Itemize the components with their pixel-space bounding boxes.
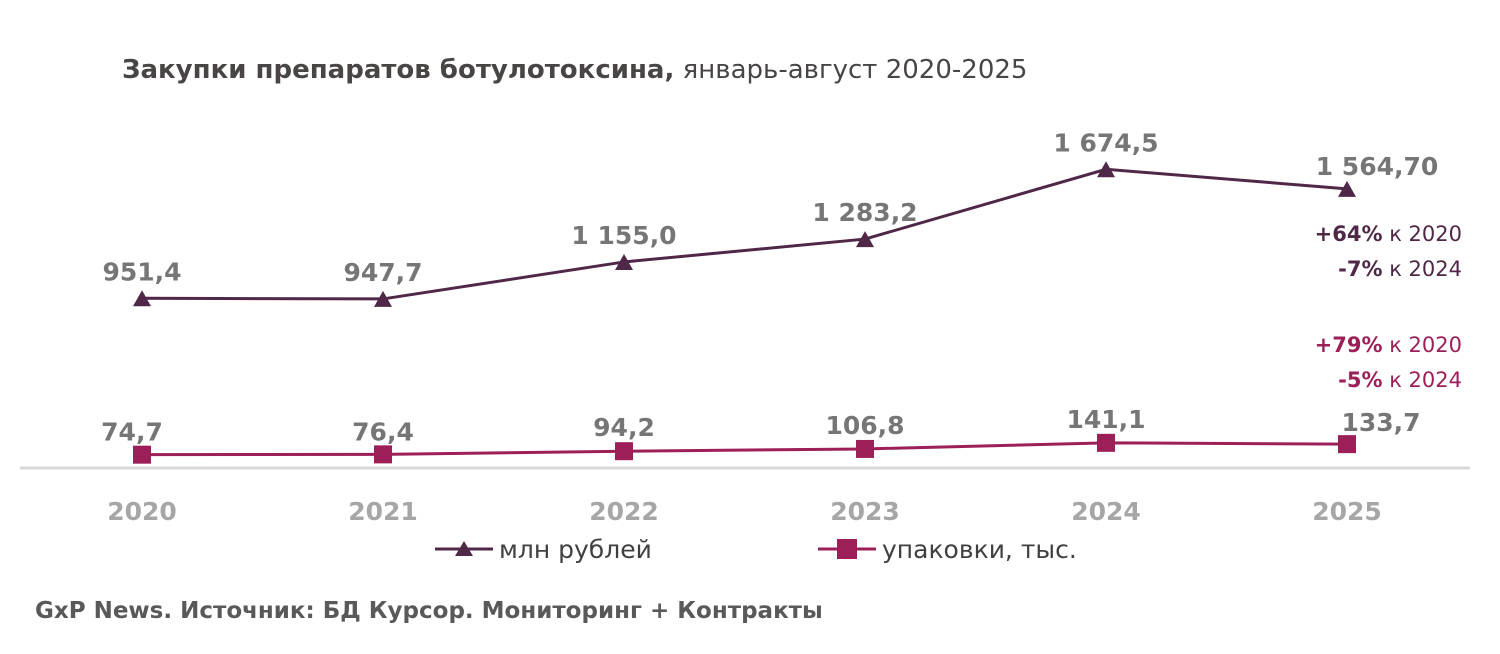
x-tick-label: 2024 bbox=[1071, 497, 1141, 526]
data-label: 106,8 bbox=[825, 411, 904, 440]
legend-marker-triangle bbox=[455, 541, 473, 556]
data-label: 1 283,2 bbox=[812, 198, 917, 227]
data-point-triangle bbox=[133, 290, 151, 307]
data-label: 76,4 bbox=[352, 417, 414, 446]
data-point-triangle bbox=[1338, 180, 1356, 197]
data-point-square bbox=[374, 445, 392, 464]
data-point-triangle bbox=[856, 231, 874, 248]
data-point-square bbox=[1338, 435, 1356, 454]
legend-label: млн рублей bbox=[499, 535, 652, 564]
data-point-triangle bbox=[1097, 161, 1115, 178]
change-annotation: +64% к 2020 bbox=[1315, 222, 1462, 246]
x-tick-label: 2020 bbox=[107, 497, 177, 526]
data-label: 141,1 bbox=[1066, 405, 1145, 434]
change-annotation: -5% к 2024 bbox=[1338, 368, 1462, 392]
change-annotation: +79% к 2020 bbox=[1315, 333, 1462, 357]
legend-label: упаковки, тыс. bbox=[882, 535, 1077, 564]
source-note: GxP News. Источник: БД Курсор. Мониторин… bbox=[35, 598, 823, 624]
legend-marker-square bbox=[837, 539, 857, 559]
change-annotation: -7% к 2024 bbox=[1338, 257, 1462, 281]
series-line bbox=[141, 441, 1348, 457]
data-label: 133,7 bbox=[1341, 408, 1420, 437]
data-point-square bbox=[615, 442, 633, 461]
data-point-square bbox=[133, 445, 151, 464]
x-tick-label: 2025 bbox=[1312, 497, 1382, 526]
x-tick-label: 2023 bbox=[830, 497, 900, 526]
x-tick-label: 2021 bbox=[348, 497, 418, 526]
data-point-triangle bbox=[374, 290, 392, 307]
data-label: 94,2 bbox=[593, 413, 655, 442]
data-label: 1 674,5 bbox=[1053, 128, 1158, 157]
data-point-square bbox=[1097, 433, 1115, 452]
data-label: 951,4 bbox=[102, 257, 181, 286]
data-point-square bbox=[856, 439, 874, 458]
data-point-triangle bbox=[615, 253, 633, 270]
data-label: 74,7 bbox=[101, 418, 163, 447]
x-tick-label: 2022 bbox=[589, 497, 659, 526]
series-line bbox=[141, 167, 1348, 301]
data-label: 1 564,70 bbox=[1316, 152, 1439, 181]
data-label: 1 155,0 bbox=[571, 221, 676, 250]
data-label: 947,7 bbox=[343, 258, 422, 287]
chart-title: Закупки препаратов ботулотоксина, январь… bbox=[122, 55, 1027, 85]
